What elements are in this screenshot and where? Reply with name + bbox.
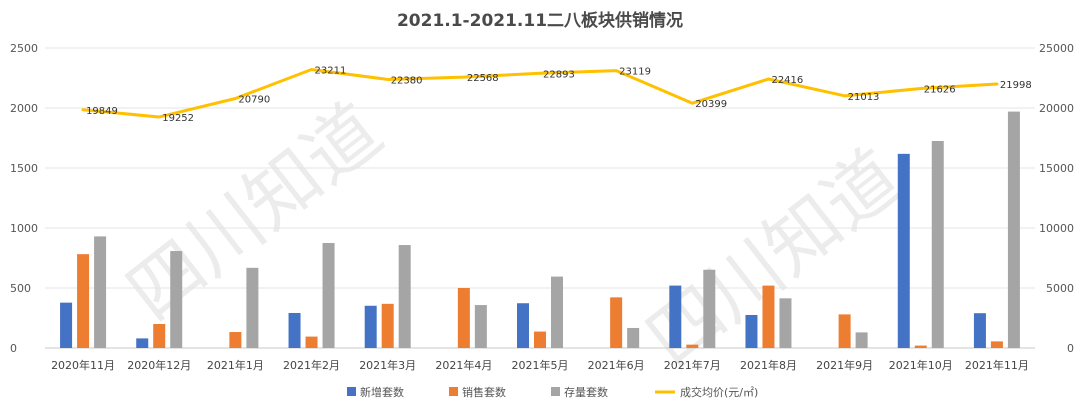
price-line	[81, 67, 999, 119]
bar	[703, 269, 716, 348]
x-category-label: 2021年7月	[664, 358, 721, 372]
price-data-label: 22380	[391, 75, 423, 86]
price-data-label: 19252	[162, 113, 194, 124]
bar	[381, 303, 394, 348]
y-right-tick-label: 25000	[1039, 42, 1074, 55]
axes: 0500100015002000250005000100001500020000…	[10, 42, 1074, 372]
price-data-label: 21626	[924, 84, 956, 95]
bar	[77, 254, 90, 348]
bar	[745, 315, 758, 348]
y-right-tick-label: 5000	[1046, 282, 1074, 295]
legend-label: 新增套数	[360, 385, 404, 399]
price-data-label: 22416	[771, 75, 803, 86]
bar	[94, 236, 107, 348]
x-category-label: 2021年11月	[965, 358, 1029, 372]
bar	[855, 332, 868, 348]
legend-label: 存量套数	[564, 385, 608, 399]
price-data-label: 20790	[238, 95, 270, 106]
bar	[364, 305, 377, 348]
y-left-tick-label: 2500	[10, 42, 38, 55]
x-category-label: 2021年10月	[889, 358, 953, 372]
y-right-tick-label: 10000	[1039, 222, 1074, 235]
bar	[669, 285, 682, 348]
price-data-label: 21998	[1000, 80, 1032, 91]
bar	[551, 276, 563, 348]
bar	[246, 267, 259, 348]
price-line-layer: 19849 19252 20790 23211 22380 22568 22893 23119…	[81, 65, 1032, 124]
y-right-tick-label: 0	[1067, 342, 1074, 355]
legend-label: 销售套数	[462, 385, 506, 399]
bar	[474, 305, 487, 348]
bar	[322, 243, 335, 348]
bar	[990, 341, 1003, 348]
bar	[838, 314, 851, 348]
legend-label: 成交均价(元/㎡)	[680, 385, 758, 399]
bar	[288, 312, 301, 348]
bar	[136, 338, 149, 348]
legend-swatch	[449, 387, 458, 396]
bar	[229, 332, 242, 348]
x-category-label: 2020年12月	[127, 358, 191, 372]
y-left-tick-label: 1500	[10, 162, 38, 175]
bar	[973, 313, 986, 348]
bar	[610, 297, 623, 348]
bar	[457, 288, 470, 348]
x-category-label: 2021年3月	[359, 358, 416, 372]
x-category-label: 2021年9月	[816, 358, 873, 372]
bar	[686, 344, 699, 348]
x-category-label: 2021年6月	[588, 358, 645, 372]
legend-swatch	[551, 387, 560, 396]
bars	[60, 111, 1020, 348]
legend: 新增套数 销售套数 存量套数 成交均价(元/㎡)	[347, 385, 758, 399]
bar	[897, 153, 910, 348]
bar	[931, 141, 944, 348]
x-category-label: 2021年4月	[435, 358, 492, 372]
bar	[153, 324, 166, 348]
price-data-label: 22893	[543, 69, 575, 80]
price-data-label: 22568	[467, 73, 499, 84]
y-right-tick-label: 20000	[1039, 102, 1074, 115]
bar	[170, 251, 183, 348]
x-category-label: 2020年11月	[51, 358, 115, 372]
price-data-label: 20399	[695, 99, 727, 110]
x-category-label: 2021年8月	[740, 358, 797, 372]
legend-swatch	[347, 387, 356, 396]
price-data-label: 23211	[315, 65, 347, 76]
chart-title: 2021.1-2021.11二八板块供销情况	[397, 10, 683, 31]
x-category-label: 2021年5月	[512, 358, 569, 372]
y-left-tick-label: 1000	[10, 222, 38, 235]
y-left-tick-label: 2000	[10, 102, 38, 115]
price-data-label: 23119	[619, 67, 651, 78]
bar	[627, 327, 640, 348]
bar	[60, 302, 73, 348]
y-left-tick-label: 0	[10, 342, 17, 355]
bar	[1007, 111, 1020, 348]
x-category-label: 2021年1月	[207, 358, 264, 372]
bar	[762, 285, 775, 348]
bar	[398, 245, 411, 348]
x-category-label: 2021年2月	[283, 358, 340, 372]
bar	[517, 303, 529, 348]
bar	[914, 345, 927, 348]
price-data-label: 21013	[848, 92, 880, 103]
y-right-tick-label: 15000	[1039, 162, 1074, 175]
price-data-label: 19849	[86, 106, 118, 117]
bar	[534, 331, 546, 348]
bar	[305, 336, 318, 348]
y-left-tick-label: 500	[10, 282, 31, 295]
bar	[779, 298, 792, 348]
